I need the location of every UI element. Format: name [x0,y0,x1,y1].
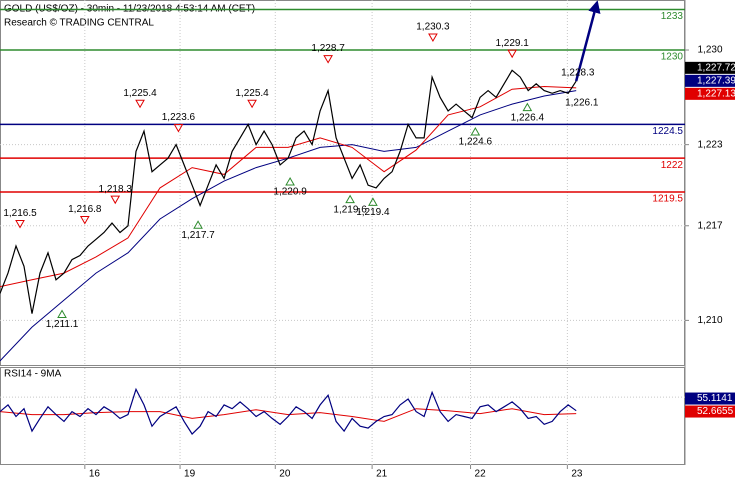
pivot-low [368,197,378,206]
pivot-label: 1,230.3 [416,22,450,33]
pivot-label: 1,219.4 [356,207,390,218]
pivot-high [428,33,438,42]
value-tag [685,392,735,405]
pivot-label: 1,216.8 [68,204,102,215]
pivot-label: 1,220.9 [273,187,307,198]
series-line [0,387,577,435]
x-tick-label: 19 [184,469,196,480]
pivot-low [193,220,203,229]
value-tag-label: 1,227.13 [697,88,735,99]
pivot-high [135,99,145,109]
pivot-label: 1,229.1 [495,38,529,49]
pivot-label: 1,228.7 [311,43,345,54]
pivot-high [247,99,257,109]
pivot-low [345,194,355,204]
x-tick-label: 16 [89,469,101,480]
pivot-label: 1,218.3 [99,184,133,195]
pivot-low [522,102,533,112]
value-tag-label: 1,227.39 [697,75,735,86]
value-tag-label: 52.6655 [697,406,734,417]
pivot-label: 1,211.1 [46,319,79,330]
pivot-high [110,195,121,205]
value-tag [685,87,735,100]
series-line [0,408,577,422]
chart-subtitle: Research © TRADING CENTRAL [4,18,154,29]
projection-arrow [574,0,601,82]
pivot-high [507,49,518,59]
value-tag-label: 1,227.72 [697,62,735,73]
level-label: 1222 [661,160,684,171]
y-tick-label: 1,210 [697,315,722,326]
y-tick-label: 1,217 [697,220,722,231]
level-label: 1230 [661,52,684,63]
value-tag [685,405,735,418]
value-tag [685,74,735,87]
pivot-high [323,55,333,64]
pivot-high [173,124,184,133]
value-tag [685,61,735,74]
level-label: 1219.5 [652,194,683,205]
pivot-label: 1,217.7 [181,230,215,241]
pivot-high [15,220,25,229]
pivot-high [79,215,90,225]
pivot-low [470,127,481,136]
pivot-label: 1,223.6 [162,112,196,123]
x-tick-label: 20 [279,469,291,480]
value-tag-label: 55.1141 [697,393,733,404]
pivot-low [285,177,295,186]
pivot-label: 1,226.4 [511,112,545,123]
pivot-label: 1,219.6 [333,204,367,215]
pivot-label: 1,225.4 [123,88,157,99]
x-tick-label: 23 [571,469,583,480]
rsi-title: RSI14 - 9MA [4,369,62,380]
pivot-label: 1,216.5 [3,208,37,219]
y-tick-label: 1,223 [697,139,722,150]
series-line [0,85,577,288]
level-label: 1224.5 [652,126,683,137]
pivot-label: 1,225.4 [235,88,269,99]
pivot-label: 1,228.3 [561,68,595,79]
level-label: 1233 [661,11,684,22]
x-tick-label: 21 [376,469,388,480]
pivot-label: 1,226.1 [565,97,599,108]
pivot-low [57,309,67,319]
y-tick-label: 1,230 [697,45,722,56]
series-line [0,69,577,314]
pivot-label: 1,224.6 [459,137,493,148]
x-tick-label: 22 [475,469,487,480]
